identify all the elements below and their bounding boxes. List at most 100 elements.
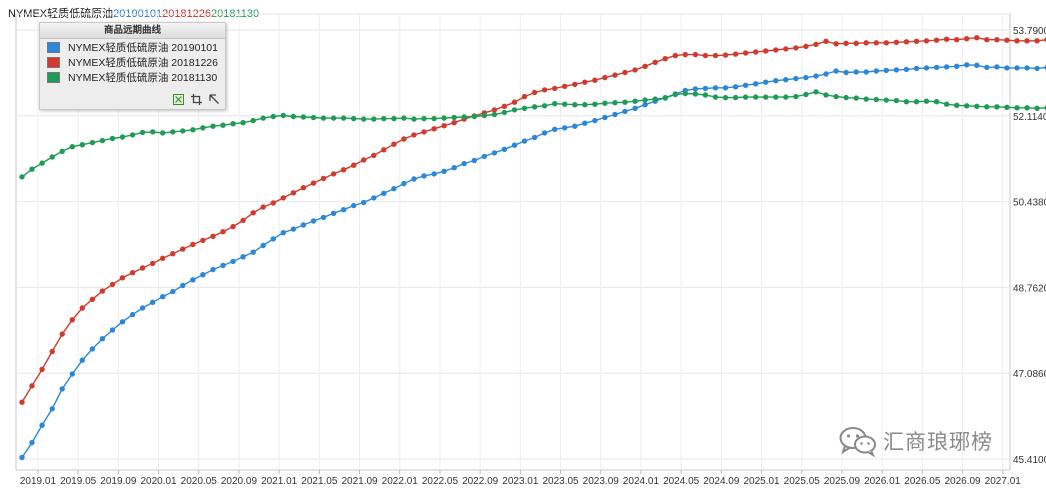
data-point-s2	[250, 117, 256, 124]
data-point-s2	[964, 103, 970, 109]
legend-panel[interactable]: 商品远期曲线 NYMEX轻质低硫原油 20190101 NYMEX轻质低硫原油 …	[39, 22, 226, 110]
x-tick-label: 2020.01	[140, 476, 177, 487]
data-point-s2	[190, 127, 196, 133]
x-tick-label: 2020.09	[221, 476, 258, 487]
legend-item-20190101[interactable]: NYMEX轻质低硫原油 20190101	[40, 40, 225, 54]
legend-swatch-green	[47, 71, 60, 83]
data-point-s1	[330, 171, 337, 177]
data-point-s0	[361, 199, 367, 206]
legend-item-20181226[interactable]: NYMEX轻质低硫原油 20181226	[40, 55, 225, 69]
data-point-s0	[69, 371, 76, 377]
data-point-s1	[813, 41, 819, 47]
data-point-s1	[381, 147, 387, 153]
wechat-icon	[839, 427, 876, 457]
data-point-s1	[230, 223, 236, 230]
data-point-s1	[371, 152, 377, 159]
x-tick-label: 2023.01	[502, 476, 539, 487]
data-point-s1	[280, 195, 286, 201]
data-point-s1	[391, 141, 397, 147]
data-point-s0	[984, 64, 990, 71]
data-point-s2	[903, 99, 910, 105]
data-point-s2	[501, 109, 508, 116]
data-point-s2	[421, 115, 427, 122]
data-point-s2	[562, 101, 568, 107]
data-point-s2	[351, 115, 357, 122]
data-point-s2	[572, 102, 578, 108]
data-point-s0	[391, 186, 397, 192]
data-point-s1	[210, 233, 216, 239]
data-point-s0	[712, 85, 719, 91]
data-point-s2	[702, 92, 709, 98]
data-point-s2	[1004, 104, 1010, 111]
data-point-s2	[109, 135, 116, 142]
data-point-s0	[612, 111, 618, 118]
watermark: 汇商琅琊榜	[838, 425, 993, 457]
data-point-s1	[742, 50, 749, 56]
data-point-s2	[1024, 105, 1030, 111]
data-point-s2	[300, 114, 307, 120]
data-point-s0	[29, 439, 35, 446]
data-point-s1	[893, 39, 900, 45]
y-tick-label: 48.7620	[1013, 283, 1046, 294]
data-point-s1	[913, 38, 920, 44]
data-point-s0	[622, 108, 628, 115]
data-point-s0	[421, 173, 427, 179]
data-point-s2	[481, 112, 487, 119]
data-point-s1	[954, 37, 960, 43]
data-point-s0	[873, 68, 879, 74]
data-point-s0	[702, 85, 709, 92]
crop-icon[interactable]	[190, 93, 202, 105]
data-point-s2	[451, 114, 457, 121]
data-point-s1	[1034, 38, 1040, 44]
data-point-s2	[19, 174, 25, 180]
legend-item-20181130[interactable]: NYMEX轻质低硫原油 20181130	[40, 70, 225, 84]
x-tick-label: 2025.05	[784, 476, 821, 487]
data-point-s0	[632, 105, 638, 112]
data-point-s0	[531, 134, 538, 141]
data-point-s1	[300, 185, 307, 191]
data-point-s1	[220, 229, 226, 235]
data-point-s2	[240, 120, 246, 126]
x-tick-label: 2019.01	[20, 476, 57, 487]
data-point-s2	[431, 115, 437, 122]
data-point-s2	[984, 104, 990, 110]
x-tick-label: 2025.01	[743, 476, 780, 487]
data-point-s0	[722, 85, 729, 91]
data-point-s1	[662, 56, 668, 62]
data-point-s2	[833, 93, 839, 100]
data-point-s1	[572, 81, 578, 88]
data-point-s2	[863, 96, 869, 102]
data-point-s1	[843, 40, 849, 46]
data-point-s1	[592, 77, 598, 83]
data-point-s1	[260, 204, 266, 210]
data-point-s2	[974, 103, 980, 110]
data-point-s2	[170, 129, 176, 135]
select-icon[interactable]	[172, 93, 184, 105]
data-point-s0	[49, 406, 55, 412]
data-point-s0	[732, 84, 739, 90]
data-point-s2	[933, 99, 940, 105]
data-point-s1	[190, 241, 196, 248]
data-point-s0	[1004, 65, 1010, 71]
data-point-s2	[531, 104, 538, 110]
data-point-s1	[652, 59, 658, 65]
data-point-s1	[119, 275, 126, 281]
data-point-s0	[552, 126, 558, 132]
legend-swatch-red	[47, 56, 60, 68]
data-point-s1	[984, 37, 990, 43]
x-tick-label: 2021.05	[301, 476, 338, 487]
data-point-s0	[813, 73, 819, 79]
data-point-s1	[39, 366, 45, 373]
data-point-s1	[702, 52, 709, 59]
data-point-s1	[933, 37, 940, 43]
data-point-s0	[692, 86, 699, 92]
data-point-s0	[411, 176, 417, 182]
x-tick-label: 2024.09	[703, 476, 740, 487]
data-point-s1	[974, 35, 980, 41]
x-tick-label: 2026.09	[944, 476, 981, 487]
data-point-s0	[1034, 65, 1040, 72]
data-point-s2	[471, 113, 477, 120]
x-tick-label: 2027.01	[985, 476, 1022, 487]
data-point-s0	[330, 210, 337, 216]
resize-icon[interactable]	[208, 93, 220, 105]
